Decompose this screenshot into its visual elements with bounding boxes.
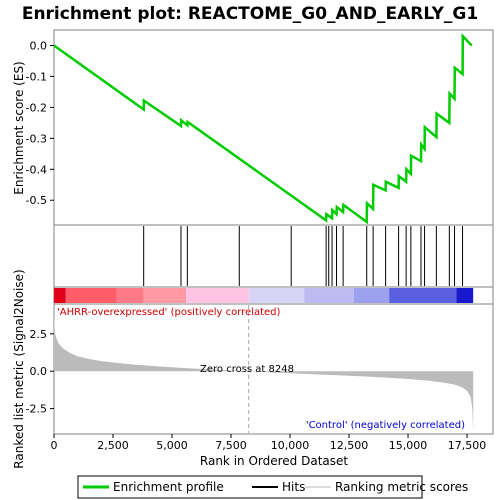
ranking-metric-area [54,314,474,433]
es-y-axis: 0.0 -0.1 -0.2 -0.3 -0.4 -0.5 [26,39,54,207]
legend: Enrichment profile Hits Ranking metric sco… [77,475,468,499]
x-tick-label: 0 [51,439,58,452]
rank-y-tick-label: 2.5 [30,328,48,341]
x-tick-label: 5,000 [156,439,188,452]
chart-title: Enrichment plot: REACTOME_G0_AND_EARLY_G… [22,4,478,24]
legend-label: Hits [282,480,305,494]
es-y-tick-label: -0.5 [26,194,47,207]
x-tick-label: 15,000 [389,439,428,452]
heatmap-band [389,288,457,303]
es-y-tick-label: -0.4 [26,163,47,176]
x-tick-label: 7,500 [215,439,247,452]
rank-y-tick-label: 0.0 [30,365,48,378]
x-tick-label: 10,000 [271,439,310,452]
enrichment-profile-line [53,33,473,225]
heatmap-band [54,288,66,303]
heatmap-band [143,288,187,303]
x-axis-label: Rank in Ordered Dataset [200,454,348,468]
heatmap-band [186,288,249,303]
legend-frame [77,475,423,499]
ranked-list-heatmap [54,288,474,303]
es-y-tick-label: -0.3 [26,132,47,145]
rank-y-axis: 2.5 0.0 -2.5 [26,328,54,416]
x-tick-label: 2,500 [97,439,129,452]
hits-panel-frame [53,224,494,288]
hit-markers [143,226,464,286]
zero-cross-label: Zero cross at 8248 [200,364,294,375]
heatmap-band [304,288,354,303]
heatmap-band [65,288,117,303]
es-y-axis-label: Enrichment score (ES) [12,61,26,194]
heatmap-band [116,288,144,303]
heatmap-band [248,288,305,303]
es-y-tick-label: -0.1 [26,70,47,83]
legend-label: Enrichment profile [113,480,224,494]
es-panel-frame [53,29,494,226]
negative-correlation-label: 'Control' (negatively correlated) [306,420,465,431]
positive-correlation-label: 'AHRR-overexpressed' (positively correla… [57,307,281,318]
heatmap-band [456,288,474,303]
es-y-tick-label: -0.2 [26,101,47,114]
rank-y-tick-label: -2.5 [26,403,47,416]
x-tick-label: 17,500 [448,439,487,452]
heatmap-band [353,288,390,303]
x-tick-label: 12,500 [330,439,369,452]
legend-label: Ranking metric scores [335,480,468,494]
rank-y-axis-label: Ranked list metric (Signal2Noise) [12,269,26,468]
es-y-tick-label: 0.0 [30,39,48,52]
x-axis: 0 2,500 5,000 7,500 10,000 12,500 15,000 17,500 [51,434,487,452]
